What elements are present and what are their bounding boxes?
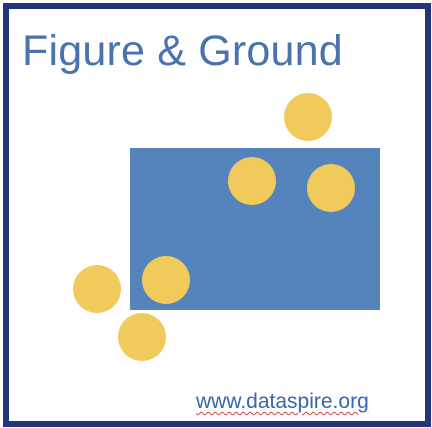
figure-circle-outside-left	[73, 265, 121, 313]
figure-circle-edge	[142, 256, 190, 304]
figure-circle-top-right	[284, 93, 332, 141]
website-link[interactable]: www.dataspire.org	[196, 390, 369, 413]
figure-circle-bottom	[118, 313, 166, 361]
figure-circle-inner-right	[307, 164, 355, 212]
page-title: Figure & Ground	[22, 27, 343, 75]
figure-circle-inner-left	[228, 157, 276, 205]
